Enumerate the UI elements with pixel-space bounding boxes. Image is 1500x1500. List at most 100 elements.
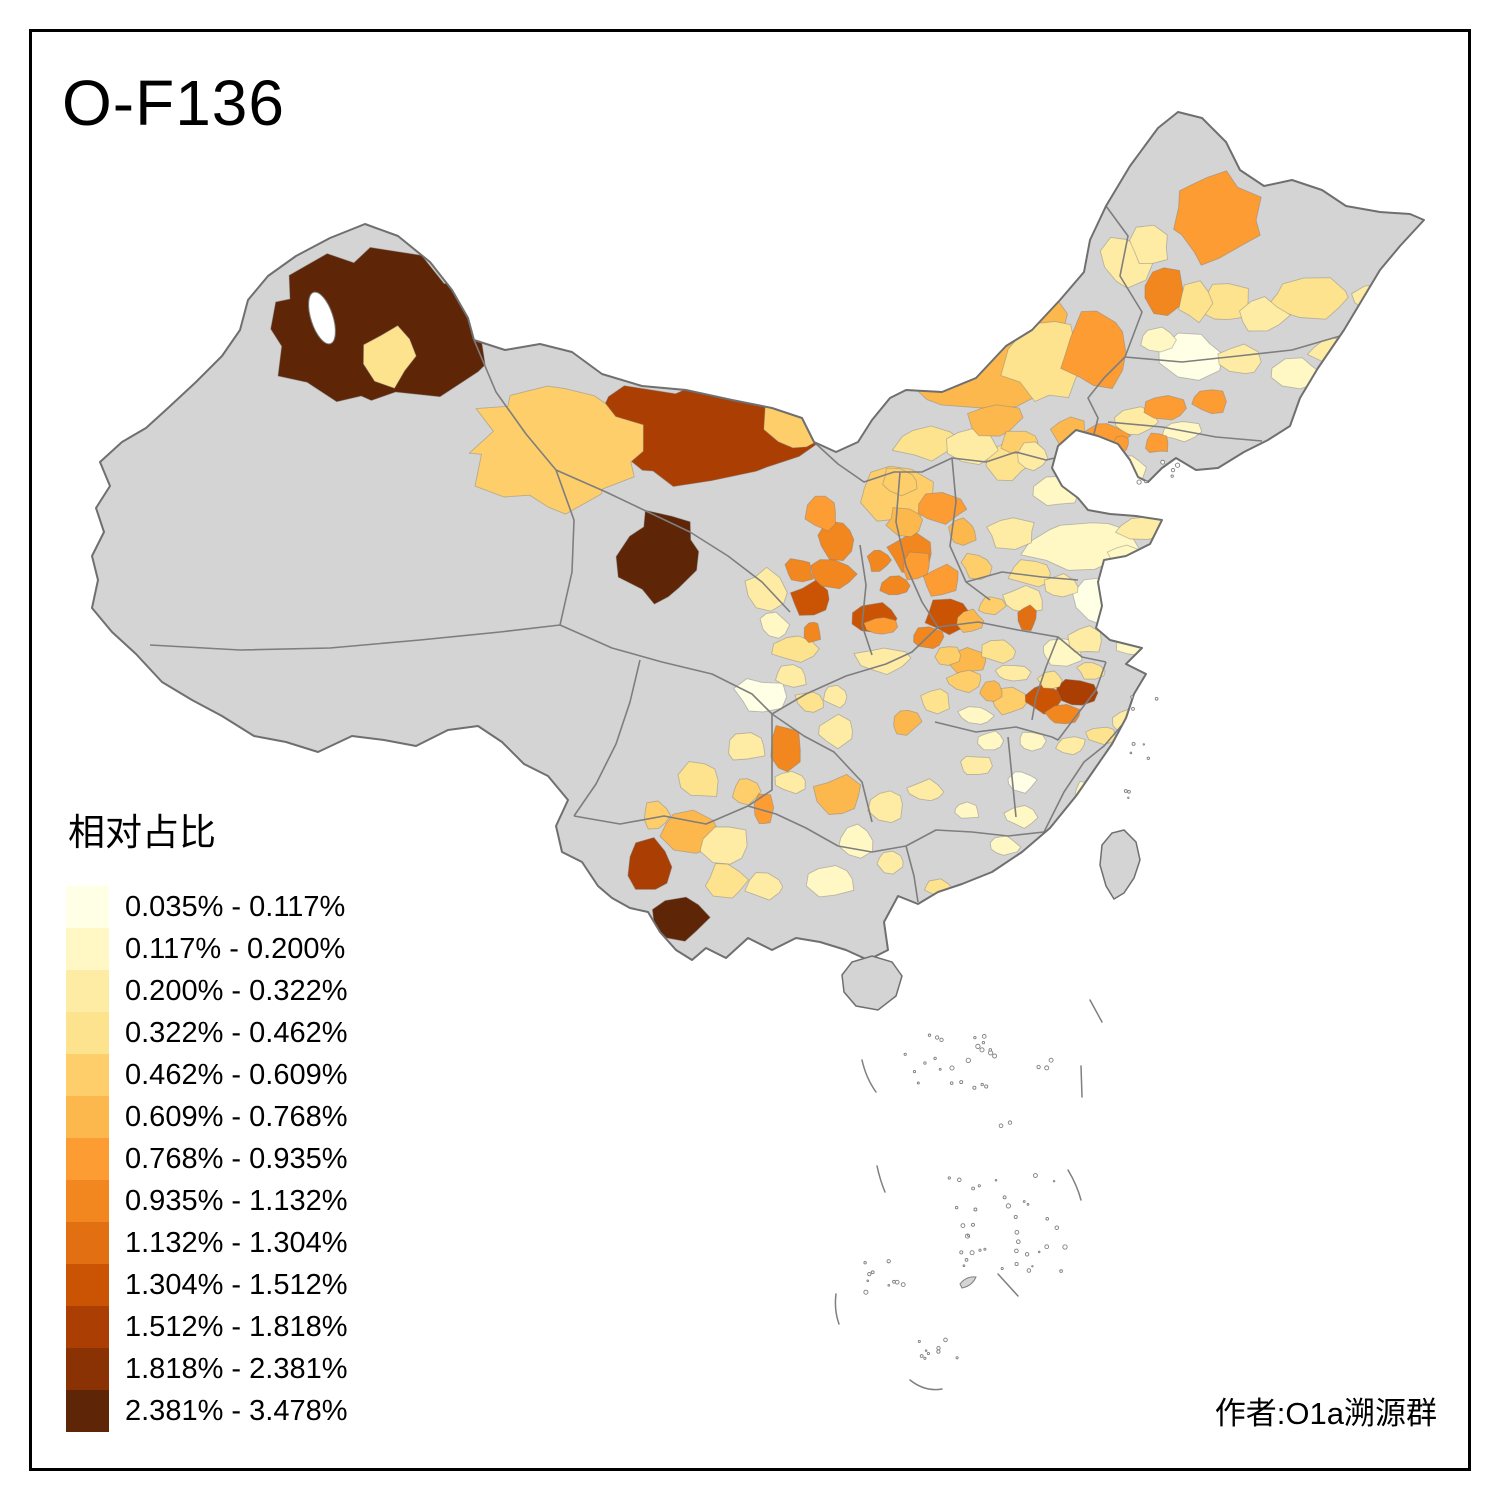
prefecture-region [733,678,788,713]
island-dot [917,1339,921,1343]
island-dot [939,1037,944,1043]
prefecture-region [853,647,912,675]
legend-item: 0.462% - 0.609% [66,1054,347,1096]
island-dot [983,1247,987,1251]
island-dot [959,1080,964,1085]
island-dot [1013,1215,1018,1219]
legend-swatch [66,1222,109,1264]
island-dot [900,1282,906,1288]
prefecture-region [948,517,977,546]
prefecture-region [967,404,1024,437]
island-dot [1059,1269,1063,1273]
island-cluster [998,1120,1013,1129]
province-border [573,714,773,825]
island-cluster [947,1173,1068,1273]
island-dot [992,1053,998,1059]
province-border [555,469,791,613]
island-dot [981,1034,987,1039]
legend-swatch [66,886,109,928]
prefecture-region [957,706,995,725]
island-dot [1014,1261,1019,1267]
island-dot [934,1035,940,1040]
island-dot [972,1085,977,1090]
island-dot [954,1205,959,1210]
island-dot [960,1223,966,1229]
legend-item: 0.035% - 0.117% [66,886,347,928]
island-dot [1146,756,1150,760]
island-dot [973,1035,977,1040]
legend-label: 1.818% - 2.381% [125,1352,348,1385]
province-border [1043,717,1129,833]
prefecture-region [1017,604,1037,632]
prefecture-region [643,800,672,830]
legend-label: 0.768% - 0.935% [125,1142,348,1175]
prefecture-region [362,325,417,389]
island-dot [959,1250,964,1255]
island-dot [1123,789,1128,793]
island-dot [998,1123,1004,1129]
prefecture-region [1191,389,1227,415]
sea-dash-line [1080,1065,1083,1098]
island-dot [927,1033,932,1037]
province-border [1107,421,1263,442]
province-border [1124,335,1341,363]
island-dot [980,1082,984,1087]
island-dot [975,1043,981,1050]
island-cluster [1136,459,1181,485]
prefecture-region [1173,170,1262,266]
province-border [965,571,1079,583]
island-dot [971,1222,975,1227]
legend-label: 0.462% - 0.609% [125,1058,348,1091]
island-dot [957,1177,962,1183]
island-dot [949,1081,954,1085]
prefecture-region [893,709,923,736]
island-dot [1005,1203,1011,1209]
province-border [1087,356,1126,443]
prefecture-region [804,495,836,532]
island-dot [969,1250,975,1256]
province-border [837,829,1045,853]
prefecture-region [885,507,924,538]
island-dot [1014,1248,1019,1254]
sea-dash-line [834,1293,840,1325]
island-dot [1024,1252,1030,1257]
legend-item: 2.381% - 3.478% [66,1390,347,1432]
island-dot [981,1040,986,1045]
legend-swatch [66,1264,109,1306]
island-dot [1044,1244,1050,1250]
prefecture-region [956,608,985,633]
sea-dash-line [909,1379,943,1391]
island-dot [936,1349,941,1354]
island-dot [1129,751,1133,755]
island-dot [1037,1250,1041,1254]
legend-title: 相对占比 [68,812,216,853]
prefecture-region [879,575,911,596]
province-border [559,624,773,715]
legend-rows: 0.035% - 0.117% 0.117% - 0.200% 0.200% - 0… [66,886,347,1432]
prefecture-region [744,872,784,901]
prefecture-region [838,823,874,859]
island-dot [962,1264,966,1267]
legend-label: 0.322% - 0.462% [125,1016,348,1049]
island-dot [933,1056,937,1061]
prefecture-region [1140,326,1177,353]
prefecture-region [1060,310,1127,389]
prefecture-region [812,773,862,815]
legend-item: 1.818% - 2.381% [66,1348,347,1390]
prefecture-region [1067,625,1102,653]
island-dot [1127,796,1130,799]
prefecture-region [1217,343,1262,375]
prefecture-region [810,559,858,590]
province-border [1031,636,1059,721]
prefecture-region [994,664,1032,682]
prefecture-region [986,517,1035,550]
prefecture-region [1003,805,1039,829]
legend-swatch [66,928,109,970]
prefecture-region [934,646,962,666]
hainan-island [841,955,903,1011]
island-dot [870,1270,875,1275]
prefecture-region [866,549,892,572]
legend-label: 1.132% - 1.304% [125,1226,348,1259]
prefecture-region [1074,780,1100,801]
sea-dash-line [876,1165,886,1193]
